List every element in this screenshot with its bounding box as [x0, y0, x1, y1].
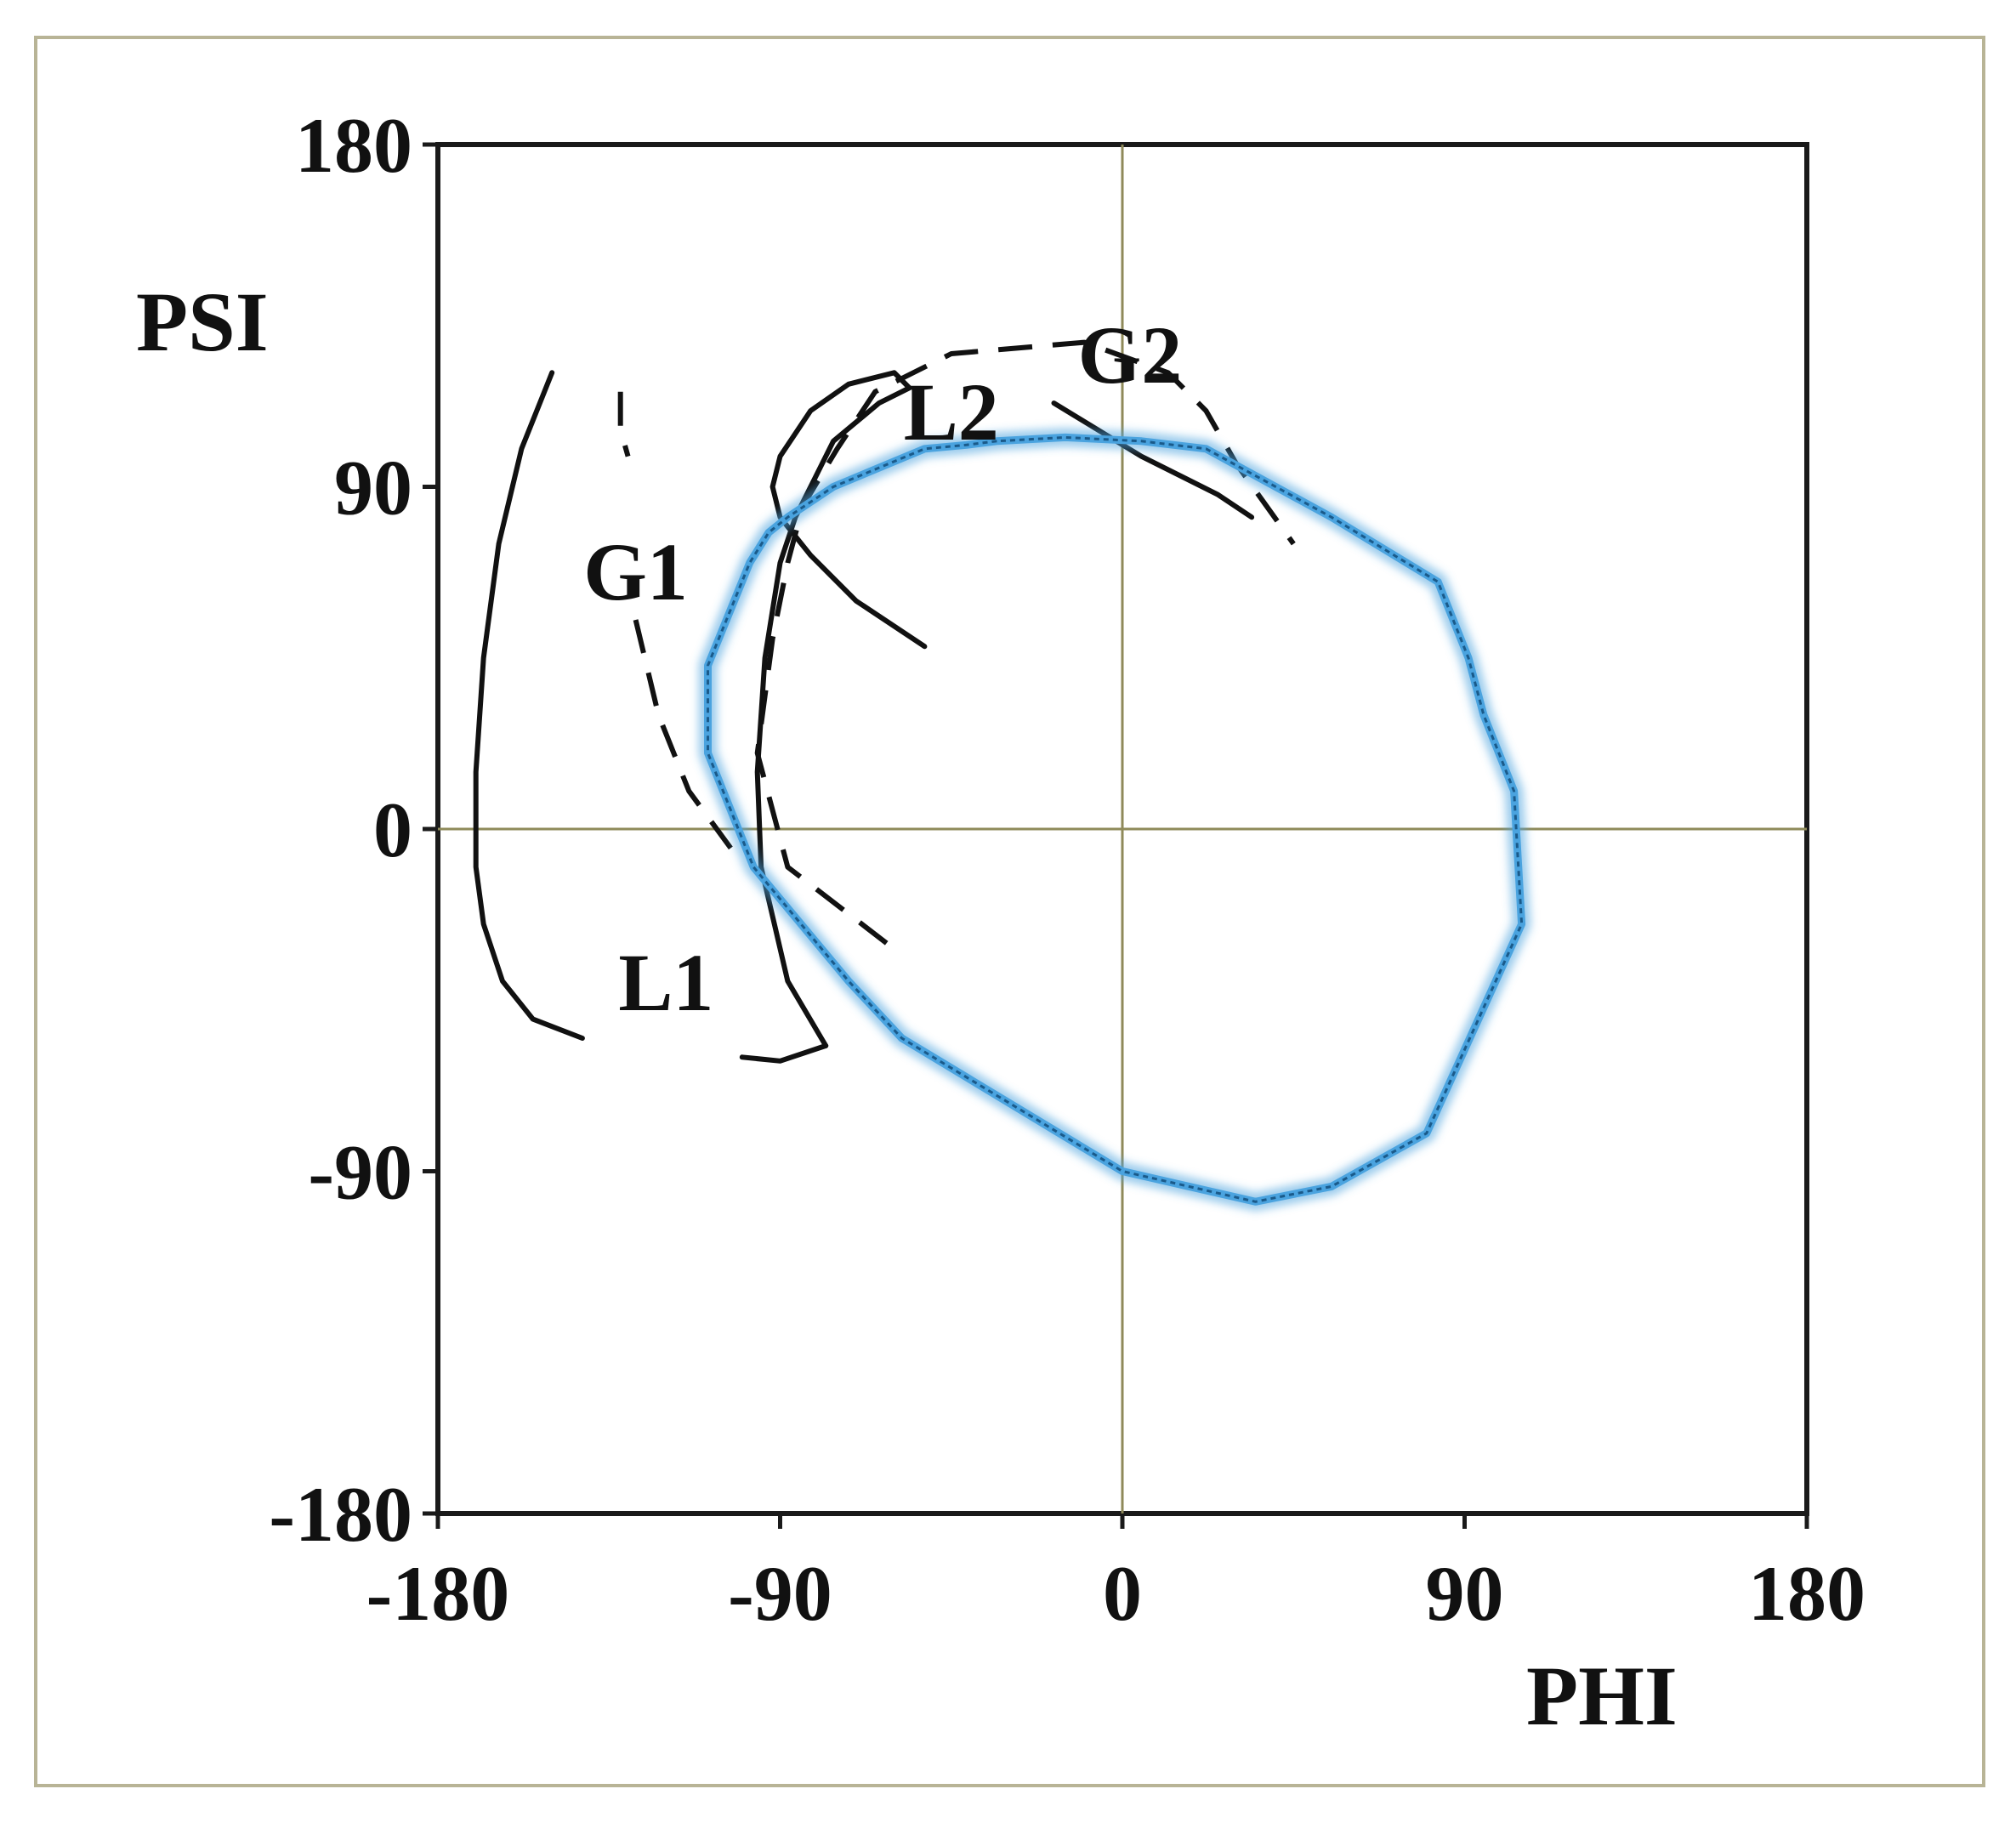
x-tick-label-0: -180	[366, 1550, 510, 1637]
curve-label-1: L2	[904, 366, 999, 457]
curve-label-2: G1	[583, 526, 688, 617]
series-layer	[473, 339, 1531, 1212]
y-tick-label-0: 180	[295, 102, 412, 189]
series-1	[739, 1042, 829, 1064]
annotation-layer: L1 L2 G1 G2	[583, 310, 1182, 1028]
y-tick-label-2: 0	[373, 787, 412, 873]
x-tick-label-4: 180	[1748, 1550, 1866, 1637]
series-5	[633, 619, 733, 850]
figure-frame	[34, 36, 1985, 1787]
series-4	[617, 391, 631, 457]
y-tick-label-1: 90	[334, 445, 412, 531]
x-tick-label-3: 90	[1426, 1550, 1504, 1637]
y-axis-title: PSI	[136, 275, 269, 369]
x-tick-label-1: -90	[728, 1550, 832, 1637]
x-tick-label-2: 0	[1103, 1550, 1142, 1637]
curve-label-3: G2	[1078, 310, 1183, 400]
y-tick-label-4: -180	[269, 1471, 412, 1558]
ticks-layer	[423, 142, 1809, 1529]
series-0	[473, 370, 585, 1041]
series-7-core	[707, 435, 1524, 1203]
x-axis-title: PHI	[1526, 1649, 1678, 1743]
tick-labels-layer: -180 -90 0 90 180 180 90 0 -90 -180	[269, 102, 1866, 1637]
series-6	[754, 339, 1296, 946]
curve-label-0: L1	[618, 937, 713, 1028]
y-tick-label-3: -90	[308, 1129, 412, 1216]
series-7-glow	[698, 428, 1531, 1212]
